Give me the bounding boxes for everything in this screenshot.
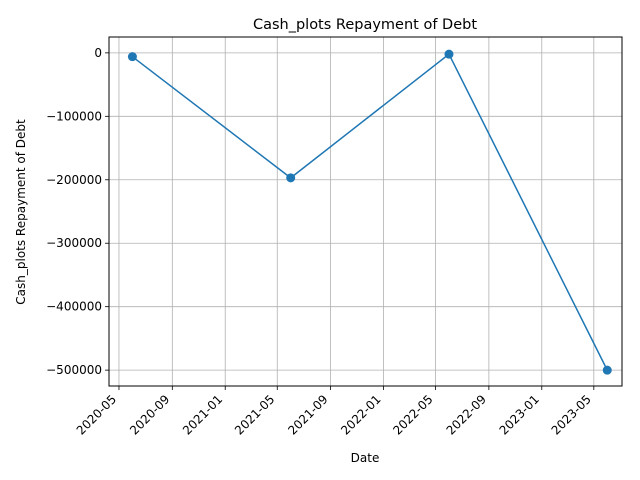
x-axis-label: Date [351, 451, 380, 465]
y-tick-label: 0 [94, 46, 102, 60]
y-axis-label: Cash_plots Repayment of Debt [14, 119, 28, 305]
y-tick-label: −100000 [46, 109, 102, 123]
data-point [602, 365, 612, 375]
y-tick-label: −200000 [46, 173, 102, 187]
grid [109, 37, 622, 386]
series-line [131, 52, 608, 371]
data-point [286, 173, 296, 183]
axes-frame [108, 36, 623, 387]
data-point [444, 49, 454, 59]
series-layer [127, 49, 612, 375]
data-point [127, 52, 137, 62]
chart-title: Cash_plots Repayment of Debt [253, 17, 477, 33]
y-axis: 0 −100000 −200000 −300000 −400000 −500000 [46, 46, 109, 377]
y-tick-label: −400000 [46, 300, 102, 314]
y-tick-label: −300000 [46, 236, 102, 250]
y-tick-label: −500000 [46, 363, 102, 377]
